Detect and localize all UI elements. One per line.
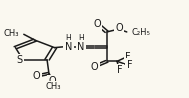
Text: O: O <box>115 23 123 33</box>
Text: CH₃: CH₃ <box>4 29 19 38</box>
Text: F: F <box>125 52 131 62</box>
Text: C₂H₅: C₂H₅ <box>132 28 151 37</box>
Text: N: N <box>65 42 72 52</box>
Text: H: H <box>78 34 84 43</box>
Text: S: S <box>17 55 23 65</box>
Text: O: O <box>49 76 57 86</box>
Text: CH₃: CH₃ <box>46 82 61 91</box>
Text: N: N <box>77 42 84 52</box>
Text: F: F <box>127 60 132 70</box>
Text: O: O <box>93 19 101 29</box>
Text: O: O <box>33 71 40 81</box>
Text: O: O <box>91 62 98 72</box>
Text: H: H <box>66 34 71 43</box>
Text: F: F <box>117 65 123 75</box>
